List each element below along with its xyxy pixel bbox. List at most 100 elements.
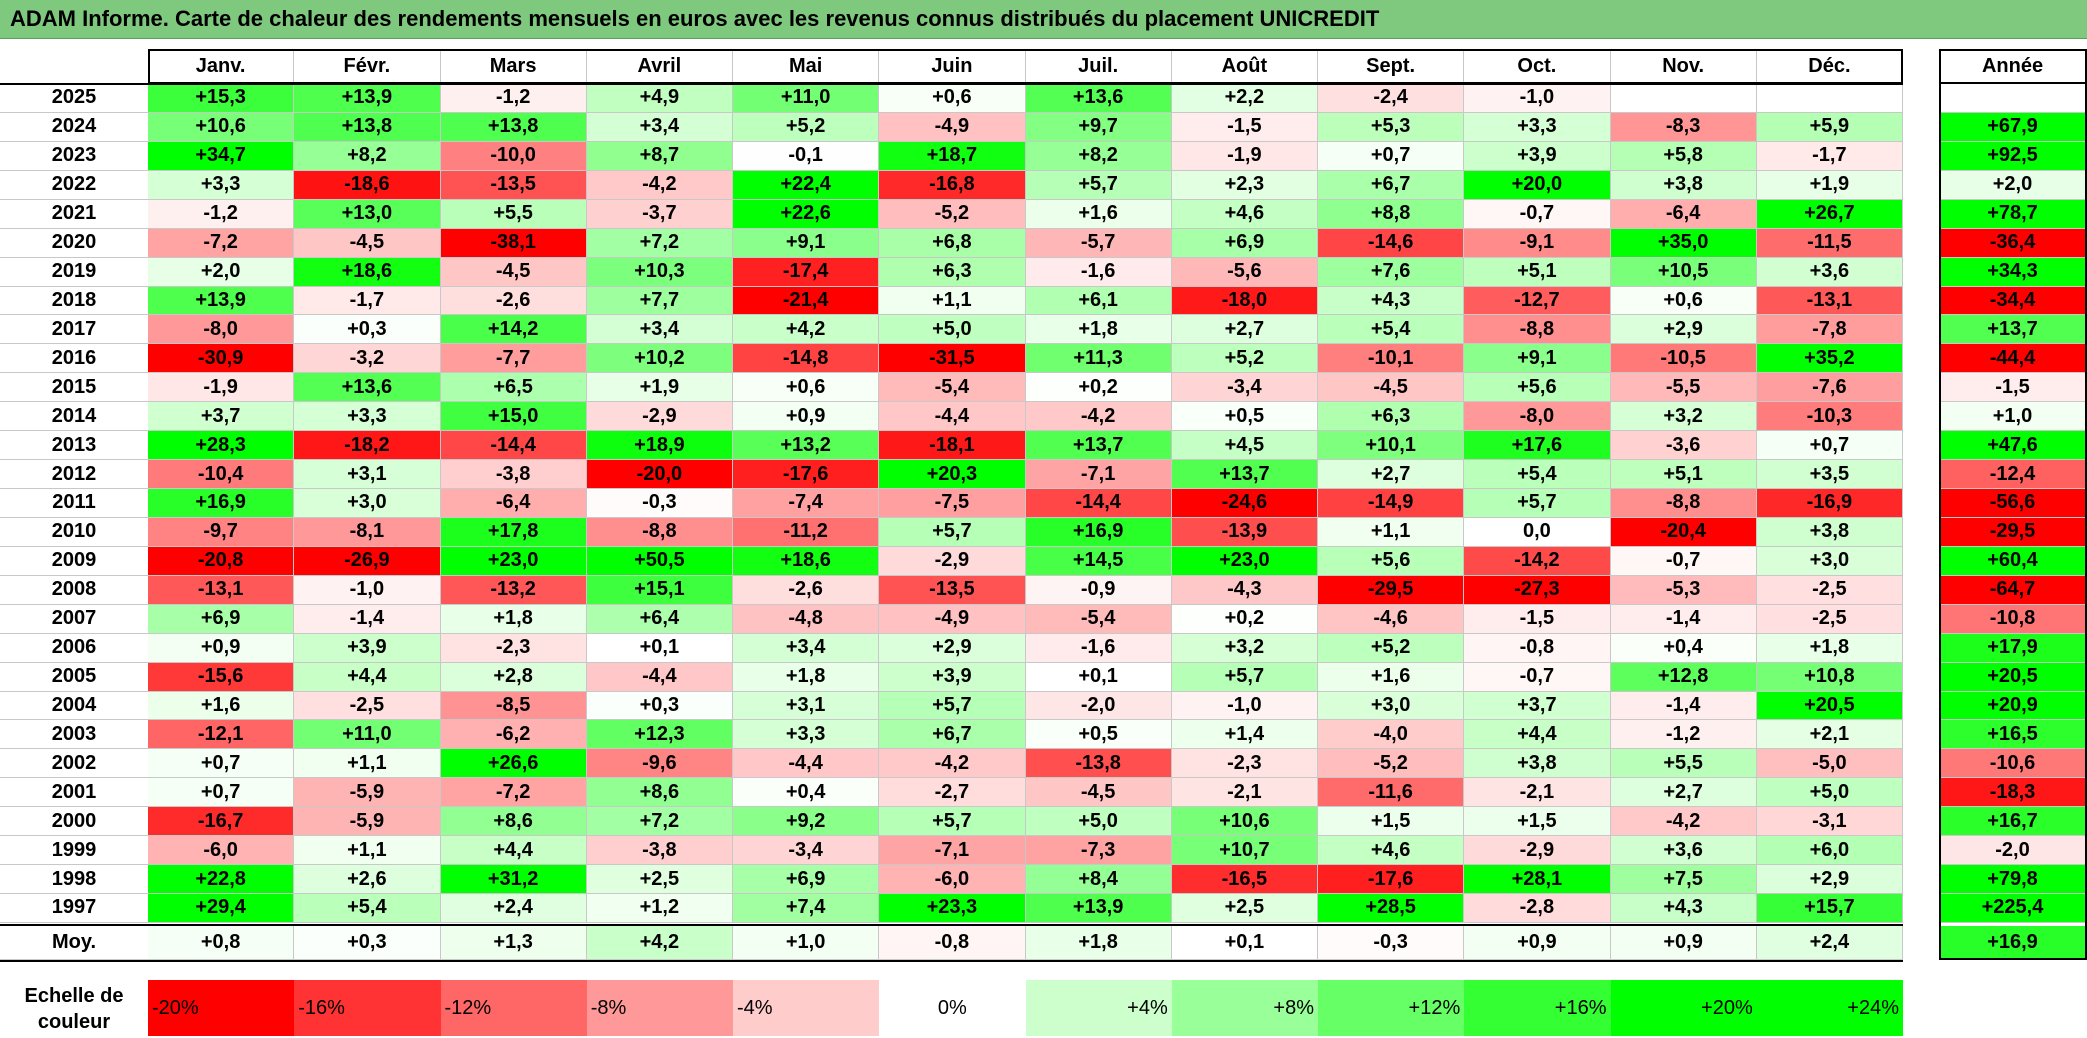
color-scale-swatch: -16%	[294, 980, 441, 1036]
heatmap-cell: +0,6	[733, 373, 880, 403]
heatmap-cell: +3,4	[733, 633, 880, 663]
heatmap-cell: -6,0	[879, 865, 1026, 895]
heatmap-cell: -5,4	[879, 373, 1026, 403]
heatmap-cell: -9,6	[586, 749, 733, 779]
heatmap-cell	[1610, 84, 1757, 113]
average-cell: +1,0	[733, 925, 880, 960]
heatmap-cell: +8,2	[294, 141, 441, 171]
heatmap-cell: +11,3	[1025, 344, 1172, 374]
heatmap-cell: +9,2	[733, 807, 880, 837]
heatmap-cell: -5,0	[1756, 749, 1903, 779]
heatmap-cell: +3,8	[1610, 170, 1757, 200]
color-scale-swatch: 0%	[879, 980, 1026, 1036]
heatmap-cell: -2,0	[1025, 691, 1172, 721]
heatmap-cell: -4,5	[1025, 778, 1172, 808]
heatmap-cell: +15,0	[440, 402, 587, 432]
year-label: 2008	[0, 575, 148, 605]
heatmap-cell: -7,6	[1756, 373, 1903, 403]
heatmap-cell: +3,3	[148, 170, 295, 200]
heatmap-cell: +22,4	[733, 170, 880, 200]
heatmap-cell: -18,2	[294, 431, 441, 461]
heatmap-cell: +5,7	[1464, 489, 1611, 518]
heatmap-cell: -1,4	[1610, 604, 1757, 634]
year-label: 2019	[0, 257, 148, 287]
heatmap-cell: -5,2	[1318, 749, 1465, 779]
heatmap-cell: -7,1	[879, 836, 1026, 866]
heatmap-cell: -14,4	[1025, 489, 1172, 518]
heatmap-cell: -3,4	[733, 836, 880, 866]
heatmap-cell: -10,0	[440, 141, 587, 171]
heatmap-cell: -8,0	[1464, 402, 1611, 432]
heatmap-cell: +5,7	[879, 807, 1026, 837]
heatmap-cell: +3,1	[733, 691, 880, 721]
heatmap-cell: +7,7	[586, 286, 733, 316]
heatmap-cell: +9,1	[1464, 344, 1611, 374]
title-bar: ADAM Informe. Carte de chaleur des rende…	[0, 0, 2087, 39]
heatmap-cell: -7,7	[440, 344, 587, 374]
heatmap-cell: +8,8	[1318, 199, 1465, 229]
color-scale-swatch: +24%	[1756, 980, 1903, 1036]
heatmap-cell: +18,6	[733, 546, 880, 576]
heatmap-cell: -16,5	[1171, 865, 1318, 895]
heatmap-cell: -1,5	[1171, 112, 1318, 142]
heatmap-cell: -4,9	[879, 112, 1026, 142]
heatmap-cell: +4,4	[294, 662, 441, 692]
heatmap-cell: -2,6	[733, 575, 880, 605]
color-scale-label: Echelle de couleur	[24, 985, 124, 1033]
heatmap-cell: +5,2	[733, 112, 880, 142]
heatmap-cell: +3,4	[586, 112, 733, 142]
heatmap-cell: +4,2	[733, 315, 880, 345]
heatmap-cell: -10,1	[1318, 344, 1465, 374]
heatmap-cell: +28,5	[1318, 894, 1465, 923]
heatmap-cell: +11,0	[294, 720, 441, 750]
heatmap-cell: -15,6	[148, 662, 295, 692]
heatmap-cell: -1,4	[1610, 691, 1757, 721]
heatmap-cell: +6,3	[1318, 402, 1465, 432]
heatmap-cell: -5,2	[879, 199, 1026, 229]
heatmap-cell: -6,4	[440, 489, 587, 518]
heatmap-cell: -9,1	[1464, 228, 1611, 258]
heatmap-cell: +13,6	[294, 373, 441, 403]
heatmap-cell: -1,7	[294, 286, 441, 316]
heatmap-cell: -14,4	[440, 431, 587, 461]
heatmap-cell: -2,6	[440, 286, 587, 316]
heatmap-cell: +14,2	[440, 315, 587, 345]
heatmap-cell: +0,6	[1610, 286, 1757, 316]
heatmap-cell: -4,2	[1610, 807, 1757, 837]
heatmap-cell: -20,4	[1610, 517, 1757, 547]
heatmap-cell: -7,5	[879, 489, 1026, 518]
year-label: 2003	[0, 720, 148, 750]
heatmap-cell: -14,8	[733, 344, 880, 374]
year-label: 2010	[0, 517, 148, 547]
average-cell: +0,3	[294, 925, 441, 960]
year-label: 2012	[0, 460, 148, 489]
heatmap-cell: +0,7	[1318, 141, 1465, 171]
heatmap-cell: +18,7	[879, 141, 1026, 171]
heatmap-cell: +1,8	[733, 662, 880, 692]
heatmap-cell: +5,7	[1025, 170, 1172, 200]
heatmap-cell: -10,5	[1610, 344, 1757, 374]
heatmap-cell: -2,1	[1464, 778, 1611, 808]
heatmap-cell: -4,9	[879, 604, 1026, 634]
heatmap-cell: -5,6	[1171, 257, 1318, 287]
heatmap-cell: +20,3	[879, 460, 1026, 489]
heatmap-cell: -7,2	[148, 228, 295, 258]
color-scale-swatch: -8%	[586, 980, 733, 1036]
year-label: 2013	[0, 431, 148, 461]
year-label: 2018	[0, 286, 148, 316]
heatmap-cell: -13,2	[440, 575, 587, 605]
heatmap-cell: +0,7	[148, 778, 295, 808]
heatmap-cell: -18,0	[1171, 286, 1318, 316]
heatmap-cell: -5,5	[1610, 373, 1757, 403]
heatmap-cell: +17,6	[1464, 431, 1611, 461]
annual-cell: +78,7	[1939, 199, 2087, 229]
annual-cell: -12,4	[1939, 460, 2087, 489]
annual-cell: +1,0	[1939, 402, 2087, 432]
heatmap-cell: -0,3	[586, 489, 733, 518]
heatmap-cell: +13,7	[1025, 431, 1172, 461]
heatmap-cell: -0,7	[1610, 546, 1757, 576]
average-cell: +0,9	[1464, 925, 1611, 960]
year-label: 2022	[0, 170, 148, 200]
average-cell: +4,2	[586, 925, 733, 960]
heatmap-cell: +10,1	[1318, 431, 1465, 461]
